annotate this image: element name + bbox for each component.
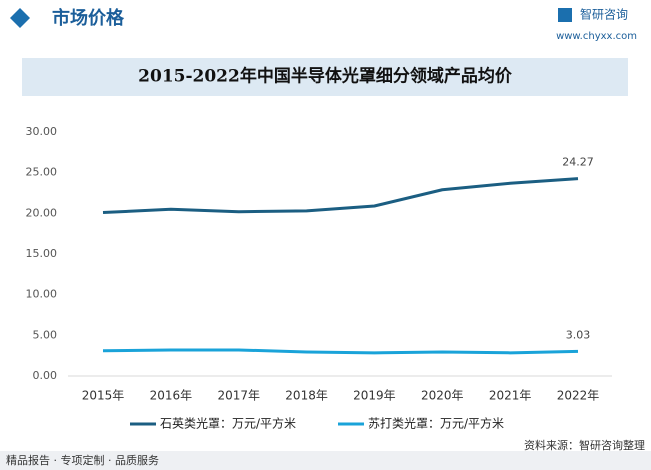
y-tick-label: 30.00 <box>26 125 58 138</box>
title-box <box>22 58 628 96</box>
footer-slogan: 精品报告 · 专项定制 · 品质服务 <box>6 453 159 467</box>
chart-title: 2015-2022年中国半导体光罩细分领域产品均价 <box>138 66 513 87</box>
data-label: 24.27 <box>562 156 594 169</box>
legend-label: 苏打类光罩：万元/平方米 <box>368 416 504 431</box>
source: 资料来源：智研咨询整理 <box>524 438 645 452</box>
y-tick-label: 20.00 <box>26 206 58 219</box>
line <box>102 348 579 355</box>
y-tick-label: 5.00 <box>33 328 58 341</box>
y-tick-label: 15.00 <box>26 247 58 260</box>
y-tick-label: 10.00 <box>26 288 58 301</box>
website: www.chyxx.com <box>556 31 637 42</box>
x-tick-label: 2022年 <box>557 389 600 403</box>
data-label: 3.03 <box>566 328 591 341</box>
footer-band <box>0 451 651 470</box>
header-icon <box>10 8 30 28</box>
y-tick-label: 25.00 <box>26 166 58 179</box>
x-tick-label: 2018年 <box>285 389 328 403</box>
x-tick-label: 2016年 <box>150 389 193 403</box>
y-tick-label: 0.00 <box>33 369 58 382</box>
line <box>102 177 579 215</box>
logo-icon <box>558 8 572 22</box>
section-title: 市场价格 <box>52 7 125 29</box>
x-tick-label: 2017年 <box>217 389 260 403</box>
plot: 0.00 5.00 10.00 15.00 20.00 25.00 30.00 2015年 20… <box>26 125 612 431</box>
x-tick-label: 2020年 <box>421 389 464 403</box>
x-tick-label: 2015年 <box>82 389 125 403</box>
brand: 智研咨询 <box>580 7 628 22</box>
x-tick-label: 2021年 <box>489 389 532 403</box>
x-tick-label: 2019年 <box>353 389 396 403</box>
legend-label: 石英类光罩：万元/平方米 <box>160 416 296 431</box>
